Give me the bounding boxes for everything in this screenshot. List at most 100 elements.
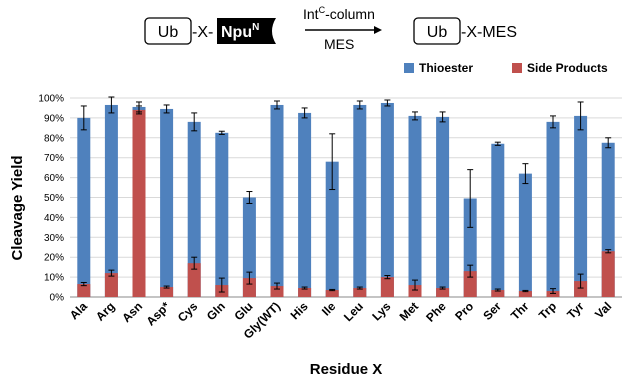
bar-thioester-thr: [518, 173, 532, 297]
x-tick-label-phe: Phe: [423, 299, 449, 325]
bar-thioester-tyr: [574, 115, 588, 297]
x-tick-label-trp: Trp: [536, 299, 559, 322]
bar-side-products-leu: [353, 288, 367, 297]
x-tick-label-val: Val: [592, 299, 614, 321]
error-bar-side-products-gly-wt: [274, 282, 280, 290]
bar-side-products-ala: [77, 284, 91, 297]
y-tick-label: 60%: [44, 173, 64, 184]
product-ub-box: [413, 17, 461, 45]
bar-thioester-gly-wt: [270, 104, 284, 297]
bar-thioester-ile: [325, 161, 339, 297]
bar-side-products-glu: [242, 278, 256, 297]
x-tick-label-asp: Asp*: [143, 299, 172, 328]
bar-thioester-trp: [546, 121, 560, 297]
error-bar-side-products-ile: [329, 288, 336, 292]
reactant-ub-box: [144, 17, 192, 45]
error-bar-thioester-asp: [163, 104, 170, 114]
npu-tag-label: NpuN: [221, 22, 259, 41]
bar-side-products-arg: [104, 273, 118, 297]
error-bar-thioester-val: [605, 137, 612, 149]
error-bar-thioester-his: [301, 107, 308, 119]
error-bar-thioester-trp: [550, 115, 556, 129]
bar-side-products-cys: [187, 263, 201, 297]
error-bar-side-products-asn: [136, 105, 142, 115]
product-suffix: -X-MES: [461, 24, 517, 41]
legend-label-thioester: Thioester: [419, 61, 473, 75]
bar-thioester-his: [298, 112, 312, 297]
bar-side-products-pro: [463, 271, 477, 297]
x-tick-label-arg: Arg: [93, 299, 118, 324]
y-tick-label: 40%: [44, 213, 64, 224]
error-bar-side-products-met: [412, 279, 418, 291]
error-bar-thioester-arg: [108, 96, 115, 114]
bar-thioester-ser: [491, 143, 505, 297]
bar-side-products-asp: [160, 287, 174, 297]
legend: Thioester Side Products: [404, 61, 608, 75]
bar-side-products-thr: [518, 291, 532, 297]
x-tick-label-gln: Gln: [204, 299, 228, 323]
error-bar-thioester-gln: [218, 130, 225, 135]
reaction-scheme: Ub -X- NpuN IntC-column MES Ub -X-MES: [144, 5, 517, 52]
error-bar-side-products-asp: [163, 285, 170, 289]
bar-thioester-phe: [436, 116, 450, 297]
error-bar-side-products-trp: [550, 288, 556, 294]
error-bar-side-products-his: [301, 286, 308, 290]
bar-thioester-cys: [187, 121, 201, 297]
error-bar-side-products-pro: [467, 264, 474, 278]
error-bar-side-products-gln: [218, 277, 225, 293]
bar-thioester-lys: [380, 102, 394, 297]
product-ub-label: Ub: [427, 24, 448, 41]
x-tick-label-ile: Ile: [319, 299, 339, 319]
x-tick-label-leu: Leu: [341, 299, 366, 324]
error-bar-side-products-tyr: [577, 273, 584, 289]
bar-thioester-leu: [353, 104, 367, 297]
reactant-ub-label: Ub: [158, 24, 179, 41]
error-bar-side-products-lys: [384, 275, 391, 280]
x-tick-label-thr: Thr: [508, 299, 532, 323]
error-bar-side-products-leu: [356, 286, 363, 290]
error-bar-thioester-leu: [356, 100, 363, 110]
bar-side-products-tyr: [574, 281, 588, 297]
npu-tag-shape: [217, 18, 276, 44]
arrow-bottom-label: MES: [324, 36, 354, 52]
arrow-top-label: IntC-column: [303, 5, 375, 22]
error-bar-thioester-phe: [439, 111, 446, 123]
gridlines: [70, 97, 622, 298]
y-axis-ticks: 0% 10% 20% 30% 40% 50% 60% 70% 80% 90% 100%: [38, 94, 64, 304]
error-bar-side-products-glu: [246, 271, 253, 285]
error-bar-thioester-gly-wt: [274, 100, 280, 110]
y-tick-label: 80%: [44, 133, 64, 144]
error-bar-thioester-ser: [494, 141, 501, 146]
y-axis-title: Cleavage Yield: [9, 155, 26, 260]
x-axis-title: Residue X: [310, 361, 383, 378]
x-tick-label-asn: Asn: [119, 299, 145, 325]
x-tick-label-ser: Ser: [480, 299, 504, 323]
y-tick-label: 50%: [44, 193, 64, 204]
legend-swatch-thioester: [404, 63, 414, 73]
error-bar-thioester-ala: [80, 105, 87, 131]
error-bar-thioester-glu: [246, 191, 253, 204]
bar-thioester-glu: [242, 197, 256, 297]
bar-side-products-ser: [491, 290, 505, 297]
bar-side-products-gly-wt: [270, 286, 284, 297]
error-bar-side-products-phe: [439, 286, 446, 290]
y-tick-label: 30%: [44, 233, 64, 244]
bar-side-products-met: [408, 285, 422, 297]
error-bar-side-products-ala: [80, 281, 87, 287]
error-bar-thioester-thr: [522, 163, 529, 185]
error-bar-side-products-val: [605, 249, 612, 254]
bars: [77, 102, 615, 298]
error-bar-side-products-arg: [108, 269, 115, 277]
reaction-arrow-head: [374, 26, 382, 34]
error-bar-thioester-ile: [329, 133, 336, 191]
error-bars: [80, 96, 612, 294]
y-tick-label: 90%: [44, 113, 64, 124]
legend-label-side-products: Side Products: [527, 61, 608, 75]
y-tick-label: 20%: [44, 253, 64, 264]
bar-side-products-val: [601, 251, 615, 297]
reactant-linker: -X-: [192, 24, 213, 41]
x-tick-label-lys: Lys: [369, 299, 393, 323]
error-bar-thioester-tyr: [577, 101, 584, 131]
x-tick-label-cys: Cys: [175, 299, 201, 325]
